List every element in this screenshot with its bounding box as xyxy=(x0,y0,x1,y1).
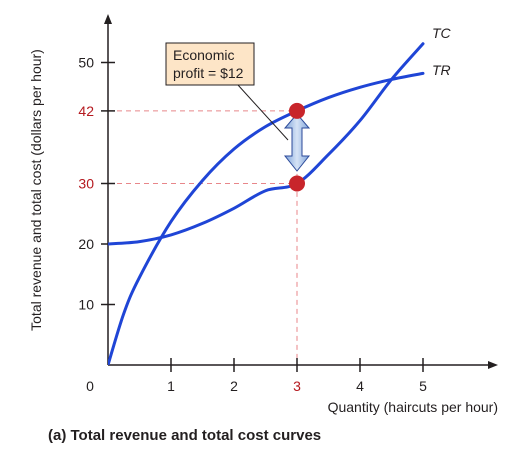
tr-curve xyxy=(108,71,425,365)
profit-double-arrow xyxy=(283,113,311,172)
tr-curve-label: TR xyxy=(432,62,451,78)
y-tick-label-10: 10 xyxy=(78,297,94,313)
point-3-30 xyxy=(289,175,305,192)
axis-ticks: 1 2 3 4 5 10 20 30 42 50 0 xyxy=(78,55,427,395)
y-axis-title: Total revenue and total cost (dollars pe… xyxy=(28,49,44,331)
highlight-points xyxy=(289,102,305,192)
x-tick-label-4: 4 xyxy=(356,378,364,394)
callout-line-1: Economic xyxy=(173,47,234,63)
callout-line-2: profit = $12 xyxy=(173,65,244,81)
guide-lines xyxy=(108,110,298,365)
profit-callout: Economic profit = $12 xyxy=(165,42,289,141)
curves xyxy=(108,42,425,365)
y-tick-label-20: 20 xyxy=(78,236,94,252)
x-tick-label-3: 3 xyxy=(293,378,301,394)
x-axis-arrowhead xyxy=(488,361,498,369)
figure-caption: (a) Total revenue and total cost curves xyxy=(48,427,321,444)
tc-curve xyxy=(108,42,425,246)
origin-label: 0 xyxy=(86,378,94,394)
tc-curve-label: TC xyxy=(432,25,452,41)
x-tick-label-1: 1 xyxy=(167,378,175,394)
y-tick-label-50: 50 xyxy=(78,55,94,71)
y-tick-label-42: 42 xyxy=(78,103,94,119)
x-axis-title: Quantity (haircuts per hour) xyxy=(328,399,498,415)
x-tick-label-5: 5 xyxy=(419,378,427,394)
y-tick-label-30: 30 xyxy=(78,176,94,192)
point-3-42 xyxy=(289,102,305,119)
y-axis-arrowhead xyxy=(104,14,112,24)
x-tick-label-2: 2 xyxy=(230,378,238,394)
callout-box xyxy=(165,42,255,86)
callout-leader xyxy=(237,84,289,141)
